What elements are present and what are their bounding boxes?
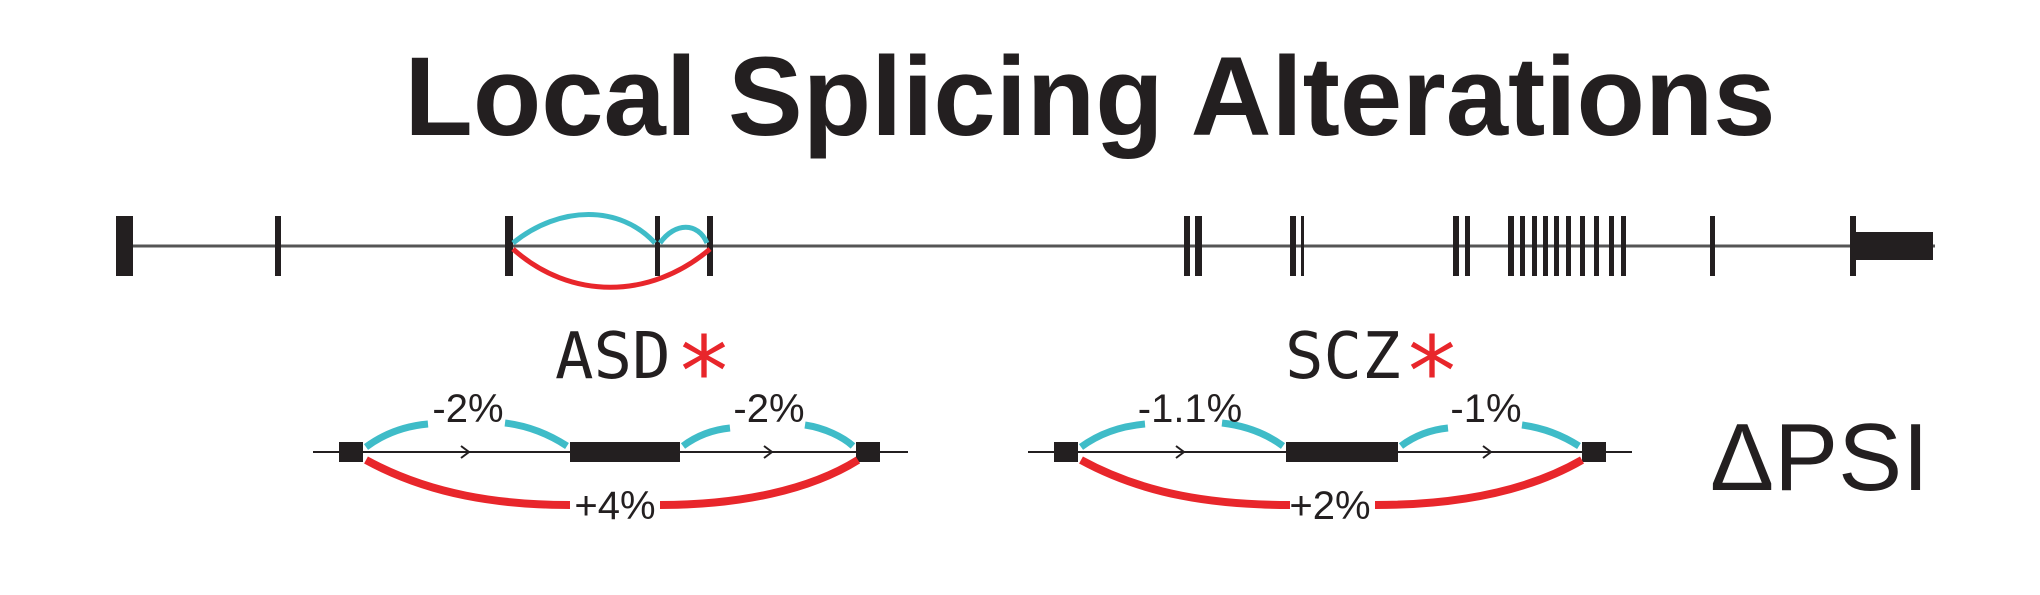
exon — [275, 216, 281, 276]
exon — [1566, 216, 1571, 276]
exon — [1453, 216, 1459, 276]
delta-psi-right: -1% — [1450, 387, 1521, 431]
exon — [116, 216, 133, 276]
event-exon-right — [1582, 442, 1606, 462]
exon — [1532, 216, 1537, 276]
exon — [1508, 216, 1514, 276]
event-exon-left — [339, 442, 363, 462]
skip-arc-right-b — [1521, 421, 1581, 449]
exon — [1520, 216, 1525, 276]
junction-long-arc — [511, 247, 712, 290]
event-exon-cassette — [570, 442, 680, 462]
exon-last — [1850, 216, 1856, 276]
exon — [1543, 216, 1548, 276]
exon-alt-end — [707, 216, 713, 276]
skip-arc-left-b — [1221, 419, 1286, 449]
direction-arrow — [763, 445, 774, 459]
skip-arc-left-a — [1078, 420, 1146, 450]
splicing-event-asd: -2% -2% +4% — [313, 387, 908, 528]
junction-skip-arc — [657, 224, 710, 245]
group-label-scz: SCZ — [1285, 320, 1401, 394]
long-arc-left — [364, 456, 571, 509]
exon — [1594, 216, 1599, 276]
delta-psi-left: -2% — [432, 387, 503, 431]
gene-model — [116, 212, 1935, 290]
exon — [1290, 216, 1296, 276]
event-exon-left — [1054, 442, 1078, 462]
direction-arrow — [1482, 445, 1493, 459]
exon-alt-start — [505, 216, 513, 276]
exon — [1580, 216, 1585, 276]
skip-arc-right-b — [804, 421, 856, 449]
figure-title: Local Splicing Alterations — [404, 34, 1775, 159]
exon-cassette — [655, 216, 660, 276]
group-label-asd: ASD — [555, 320, 671, 394]
long-arc-left — [1079, 456, 1291, 509]
exon — [1621, 216, 1626, 276]
exon — [1609, 216, 1614, 276]
significance-asterisk: * — [680, 316, 728, 428]
skip-arc-left-b — [504, 419, 569, 449]
skip-arc-left-a — [363, 420, 429, 450]
exon — [1465, 216, 1470, 276]
delta-psi-right: -2% — [733, 387, 804, 431]
delta-psi-left: -1.1% — [1138, 387, 1243, 431]
exon — [1301, 216, 1304, 276]
long-arc-right — [1374, 456, 1584, 509]
splicing-event-scz: -1.1% -1% +2% — [1028, 387, 1632, 528]
exon — [1195, 216, 1202, 276]
significance-asterisk: * — [1408, 316, 1456, 428]
metric-label: ΔPSI — [1710, 404, 1929, 511]
exon — [1184, 216, 1190, 276]
event-exon-cassette — [1286, 442, 1398, 462]
event-exon-right — [856, 442, 880, 462]
utr-3prime — [1856, 232, 1933, 260]
direction-arrow — [1175, 445, 1186, 459]
delta-psi-long: +4% — [574, 484, 655, 528]
junction-skip-arc — [511, 212, 657, 245]
skip-arc-right-a — [1398, 424, 1449, 449]
long-arc-right — [659, 456, 861, 509]
direction-arrow — [460, 445, 471, 459]
delta-psi-long: +2% — [1289, 484, 1370, 528]
skip-arc-right-a — [680, 424, 731, 449]
exon — [1554, 216, 1559, 276]
exon — [1710, 216, 1715, 276]
